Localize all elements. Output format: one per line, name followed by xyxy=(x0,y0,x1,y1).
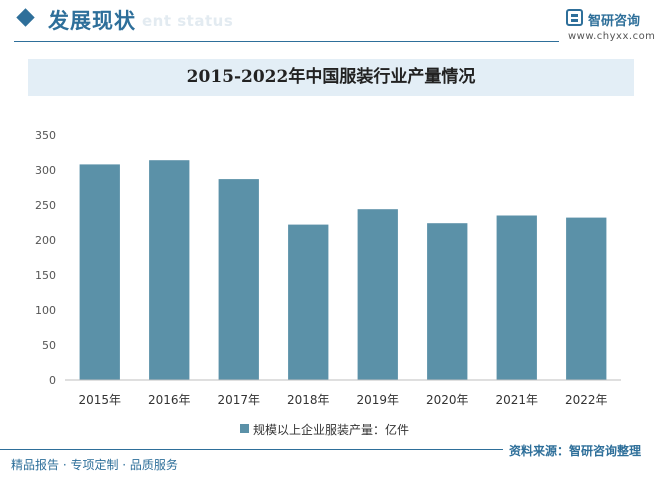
bar-series xyxy=(79,160,607,380)
chart-title-band: 2015-2022年中国服装行业产量情况 xyxy=(28,59,634,96)
brand-name: 智研咨询 xyxy=(588,14,641,29)
header-divider xyxy=(14,41,559,42)
bar xyxy=(427,223,468,380)
bar xyxy=(218,179,259,380)
footer-divider xyxy=(0,449,503,450)
bar xyxy=(149,160,190,380)
y-tick-label: 250 xyxy=(35,199,56,212)
bar xyxy=(496,215,537,380)
y-axis: 0 50 100 150 200 250 300 350 xyxy=(35,129,56,387)
y-tick-label: 200 xyxy=(35,234,56,247)
y-tick-label: 300 xyxy=(35,164,56,177)
brand-url: www.chyxx.com xyxy=(568,31,656,42)
y-tick-label: 0 xyxy=(49,374,56,387)
x-tick-label: 2022年 xyxy=(565,393,608,407)
legend-swatch xyxy=(240,424,249,433)
bar xyxy=(357,209,398,380)
legend-label: 规模以上企业服装产量：亿件 xyxy=(253,423,410,437)
x-tick-label: 2018年 xyxy=(287,393,330,407)
y-tick-label: 350 xyxy=(35,129,56,142)
section-title: 发展现状 xyxy=(48,9,136,33)
x-tick-label: 2015年 xyxy=(78,393,121,407)
x-tick-label: 2020年 xyxy=(426,393,469,407)
y-tick-label: 50 xyxy=(42,339,56,352)
x-tick-label: 2021年 xyxy=(495,393,538,407)
bar xyxy=(79,164,120,380)
section-subtitle: ent status xyxy=(142,12,234,30)
brand-logo-icon xyxy=(566,9,583,26)
chart-title: 2015-2022年中国服装行业产量情况 xyxy=(186,67,476,87)
footer-tags: 精品报告 · 专项定制 · 品质服务 xyxy=(11,458,178,472)
section-header: 发展现状 ent status 智研咨询 www.chyxx.com xyxy=(0,0,669,46)
x-tick-label: 2016年 xyxy=(148,393,191,407)
bar xyxy=(566,217,607,380)
x-tick-label: 2017年 xyxy=(217,393,260,407)
x-axis: 2015年 2016年 2017年 2018年 2019年 2020年 2021年 2022年 xyxy=(65,379,621,407)
data-source: 资料来源：智研咨询整理 xyxy=(509,444,642,458)
y-tick-label: 150 xyxy=(35,269,56,282)
bar xyxy=(288,224,329,380)
y-tick-label: 100 xyxy=(35,304,56,317)
x-tick-label: 2019年 xyxy=(356,393,399,407)
